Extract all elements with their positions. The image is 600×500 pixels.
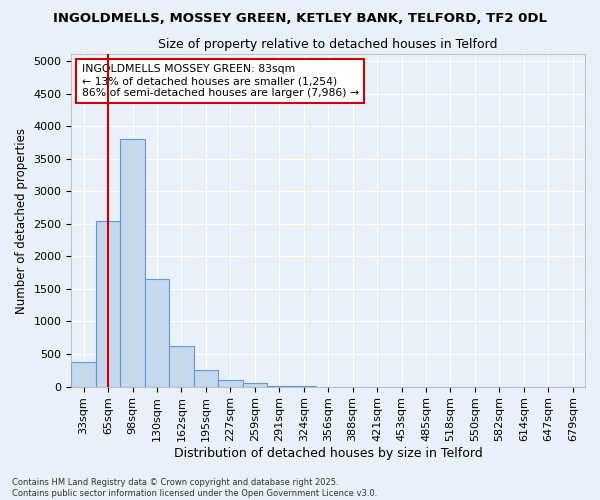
Bar xyxy=(121,139,145,386)
Bar xyxy=(194,370,218,386)
Bar xyxy=(71,362,96,386)
Bar xyxy=(242,384,267,386)
Bar xyxy=(218,380,242,386)
Text: INGOLDMELLS, MOSSEY GREEN, KETLEY BANK, TELFORD, TF2 0DL: INGOLDMELLS, MOSSEY GREEN, KETLEY BANK, … xyxy=(53,12,547,26)
Text: Contains HM Land Registry data © Crown copyright and database right 2025.
Contai: Contains HM Land Registry data © Crown c… xyxy=(12,478,377,498)
Y-axis label: Number of detached properties: Number of detached properties xyxy=(15,128,28,314)
X-axis label: Distribution of detached houses by size in Telford: Distribution of detached houses by size … xyxy=(174,447,482,460)
Bar xyxy=(96,220,121,386)
Text: INGOLDMELLS MOSSEY GREEN: 83sqm
← 13% of detached houses are smaller (1,254)
86%: INGOLDMELLS MOSSEY GREEN: 83sqm ← 13% of… xyxy=(82,64,359,98)
Bar xyxy=(169,346,194,387)
Bar xyxy=(145,279,169,386)
Title: Size of property relative to detached houses in Telford: Size of property relative to detached ho… xyxy=(158,38,498,51)
